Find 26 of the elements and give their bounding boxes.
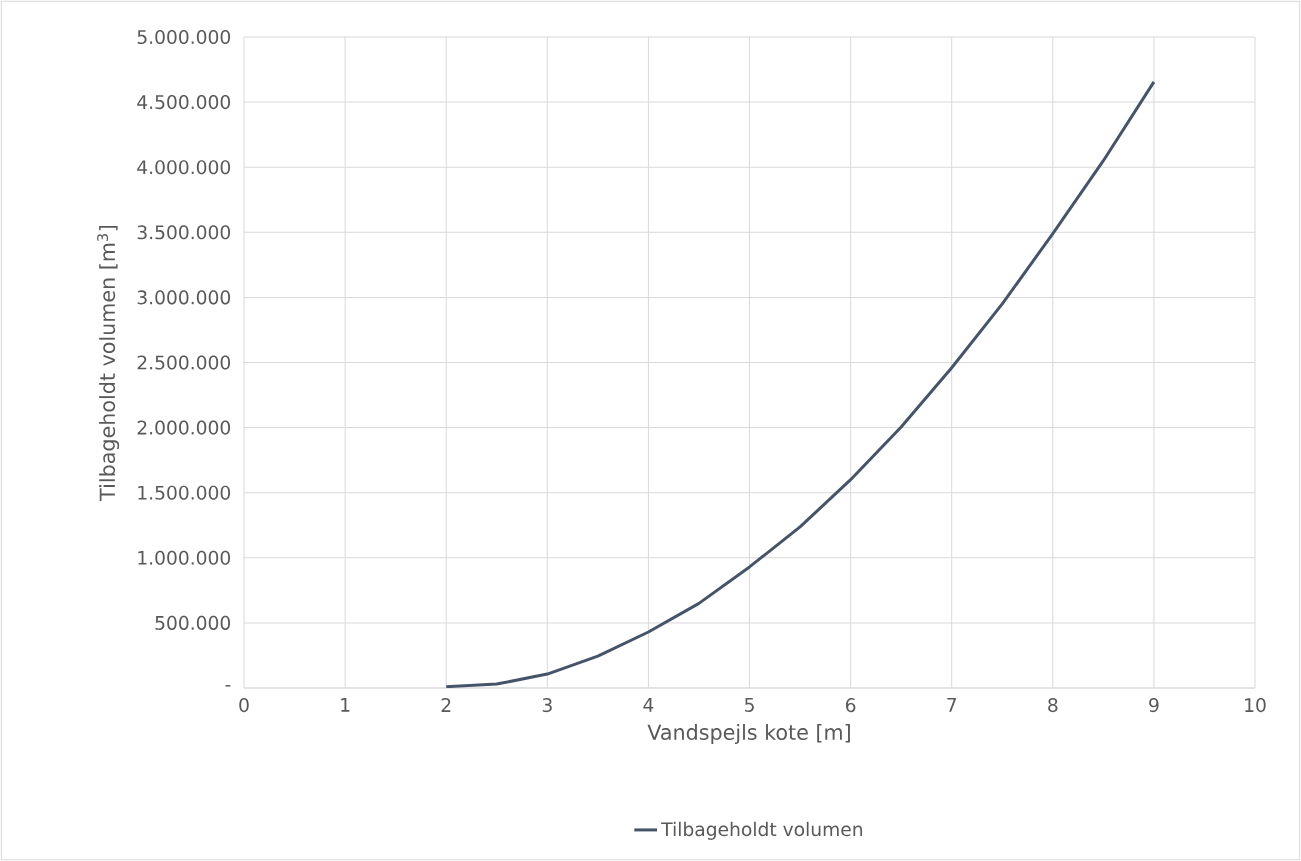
x-tick-label: 6 — [845, 698, 856, 713]
x-tick-label: 9 — [1149, 698, 1159, 713]
x-tick-label: 7 — [947, 698, 957, 712]
x-tick-label: 0 — [239, 698, 249, 713]
y-tick-label: 2.500.000 — [137, 355, 231, 370]
y-tick-label: 3.000.000 — [137, 290, 231, 305]
y-tick-label: 5.000.000 — [137, 29, 231, 45]
x-axis-title: Vandspejls kote [m] — [647, 723, 850, 744]
y-tick-label: 1.500.000 — [138, 485, 231, 500]
y-tick-label: 2.000.000 — [137, 420, 231, 435]
x-tick-label: 8 — [1048, 698, 1058, 713]
y-tick-label: 4.500.000 — [137, 95, 231, 110]
line-series — [444, 80, 1156, 688]
x-tick-label: 4 — [643, 698, 654, 712]
x-tick-label: 5 — [745, 698, 754, 712]
x-tick-label: 2 — [441, 698, 451, 712]
y-tick-label: 500.000 — [155, 615, 231, 630]
x-tick-label: 10 — [1245, 698, 1266, 713]
y-tick-label: 1.000.000 — [138, 550, 231, 565]
x-tick-label: 1 — [341, 698, 350, 712]
y-axis-title: Tilbageholdt volumen [m$^{3}$] — [97, 225, 120, 501]
y-tick-label: - — [225, 685, 231, 687]
y-tick-label: 3.500.000 — [137, 225, 231, 240]
y-tick-label: 4.000.000 — [137, 160, 231, 175]
x-tick-label: 3 — [542, 698, 552, 713]
legend-label: Tilbageholdt volumen — [661, 821, 863, 840]
